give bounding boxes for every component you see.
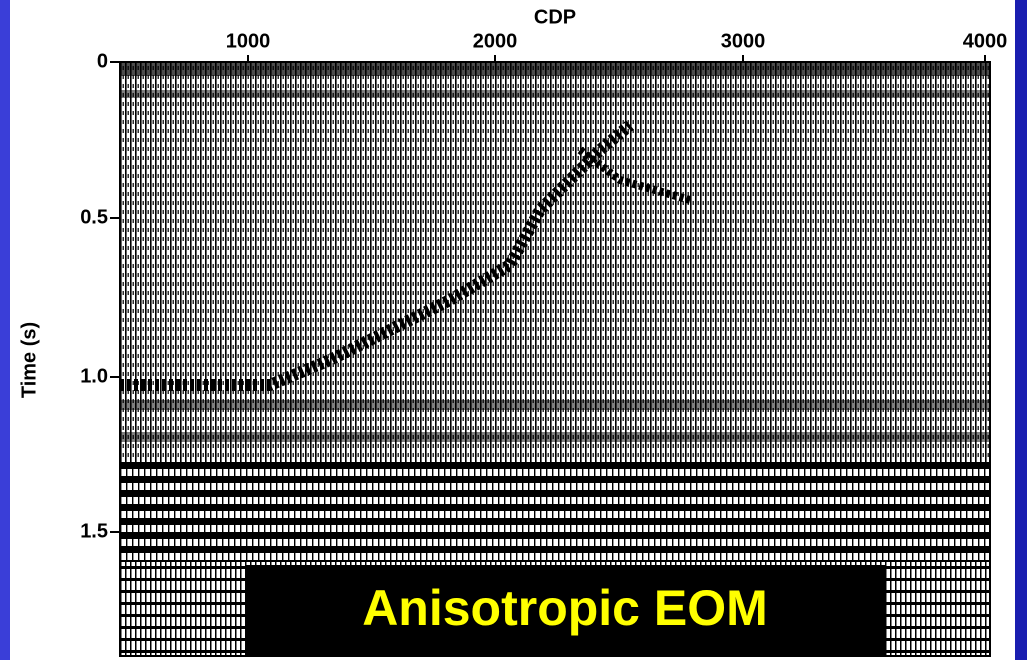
reflector	[120, 432, 990, 442]
page: Anisotropic EOM CDP Time (s) 1000 2000 300…	[0, 0, 1027, 660]
reflector	[120, 400, 990, 410]
x-tick-label: 1000	[226, 30, 271, 52]
reflector	[120, 90, 990, 98]
x-tick-label: 3000	[721, 30, 766, 52]
x-tick-label: 2000	[473, 30, 518, 52]
caption: Anisotropic EOM	[362, 580, 768, 636]
y-tick-label: 1.5	[80, 520, 108, 542]
y-axis-label: Time (s)	[18, 322, 40, 398]
slide: Anisotropic EOM CDP Time (s) 1000 2000 300…	[0, 0, 1027, 660]
y-tick-label: 0.5	[80, 206, 108, 228]
y-tick-label: 1.0	[80, 365, 108, 387]
y-tick-label: 0	[97, 50, 108, 72]
layered-section	[120, 462, 990, 562]
x-axis-label: CDP	[534, 6, 576, 28]
reflector	[120, 62, 990, 76]
x-tick-label: 4000	[963, 30, 1008, 52]
